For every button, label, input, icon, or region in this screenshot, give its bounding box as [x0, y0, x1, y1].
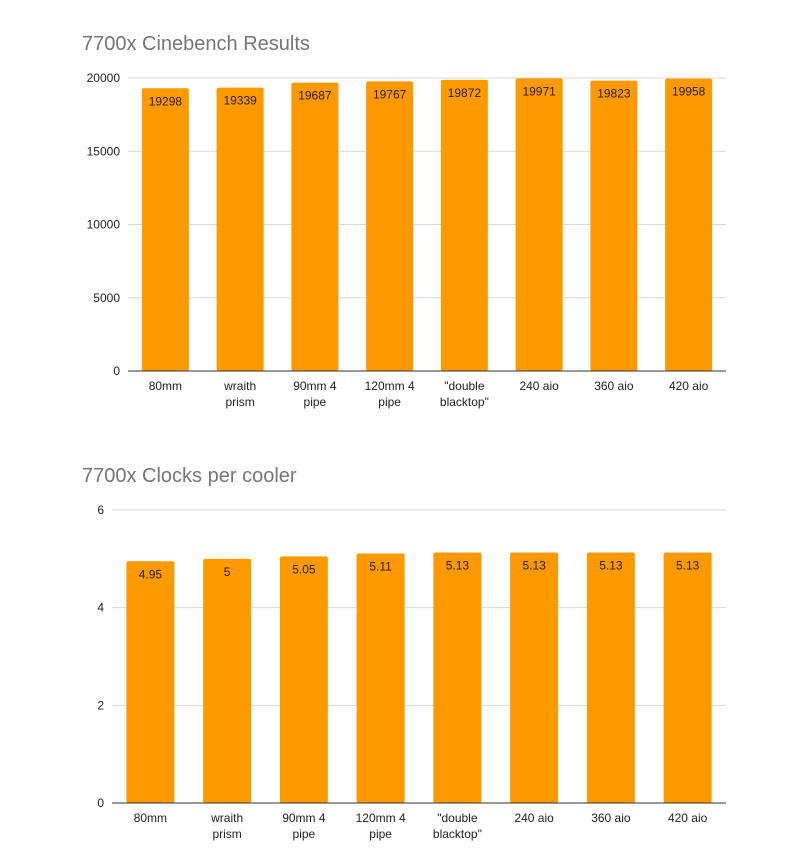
x-tick-label: "double blacktop": [433, 811, 482, 841]
bar: [663, 552, 712, 803]
y-tick-label: 0: [113, 364, 120, 378]
data-label: 5.11: [369, 559, 392, 573]
data-label: 19823: [597, 87, 631, 101]
y-tick-label: 20000: [87, 71, 121, 85]
bar: [515, 78, 563, 371]
chart-title: 7700x Clocks per cooler: [82, 465, 297, 487]
clocks-chart: 7700x Clocks per cooler 0 2 4 6 4.95 80mm 5 wra…: [82, 465, 726, 841]
bar: [440, 79, 488, 372]
bar: [665, 78, 713, 372]
y-tick-label: 5000: [93, 291, 120, 305]
data-label: 5.13: [599, 558, 623, 572]
y-tick-label: 15000: [87, 144, 121, 158]
y-tick-label: 4: [97, 601, 104, 615]
bar: [510, 552, 559, 803]
data-label: 5.13: [446, 558, 470, 572]
bar: [590, 80, 638, 371]
data-label: 19687: [298, 89, 332, 103]
x-tick-label: 420 aio: [669, 379, 709, 393]
x-tick-label: 120mm 4 pipe: [365, 379, 415, 409]
bar: [356, 553, 405, 803]
x-tick-label: 80mm: [149, 379, 182, 393]
y-tick-label: 2: [97, 698, 104, 712]
cinebench-chart: 7700x Cinebench Results 0 5000 10000 15000 2…: [82, 33, 726, 409]
data-label: 19767: [373, 87, 407, 101]
x-tick-label: 360 aio: [594, 379, 634, 393]
data-label: 4.95: [139, 567, 163, 581]
x-tick-label: 90mm 4 pipe: [282, 811, 326, 841]
data-label: 19872: [448, 86, 482, 100]
y-tick-label: 0: [97, 796, 104, 810]
x-tick-label: 120mm 4 pipe: [356, 811, 406, 841]
x-tick-label: 240 aio: [519, 379, 559, 393]
data-label: 19971: [522, 84, 556, 98]
x-tick-label: 240 aio: [514, 811, 554, 825]
bar: [279, 556, 328, 803]
data-label: 19339: [223, 94, 257, 108]
data-label: 5.13: [522, 558, 546, 572]
x-tick-label: wraith prism: [210, 811, 243, 841]
x-tick-label: "double blacktop": [440, 379, 489, 409]
bar: [291, 82, 339, 371]
data-label: 19958: [672, 85, 706, 99]
y-tick-label: 6: [97, 503, 104, 517]
x-tick-label: 80mm: [134, 811, 167, 825]
x-tick-label: 420 aio: [668, 811, 708, 825]
chart-title: 7700x Cinebench Results: [82, 33, 310, 55]
bar: [126, 561, 175, 803]
x-tick-label: 360 aio: [591, 811, 631, 825]
data-label: 5.05: [292, 562, 316, 576]
bar: [141, 88, 189, 371]
bar: [586, 552, 635, 803]
data-label: 5.13: [676, 558, 700, 572]
bar: [203, 558, 252, 803]
bar: [433, 552, 482, 803]
data-label: 5: [224, 565, 231, 579]
bar: [216, 87, 264, 371]
bar: [366, 81, 414, 371]
x-tick-label: wraith prism: [223, 379, 256, 409]
y-tick-label: 10000: [87, 218, 121, 232]
x-tick-label: 90mm 4 pipe: [293, 379, 337, 409]
data-label: 19298: [149, 94, 183, 108]
